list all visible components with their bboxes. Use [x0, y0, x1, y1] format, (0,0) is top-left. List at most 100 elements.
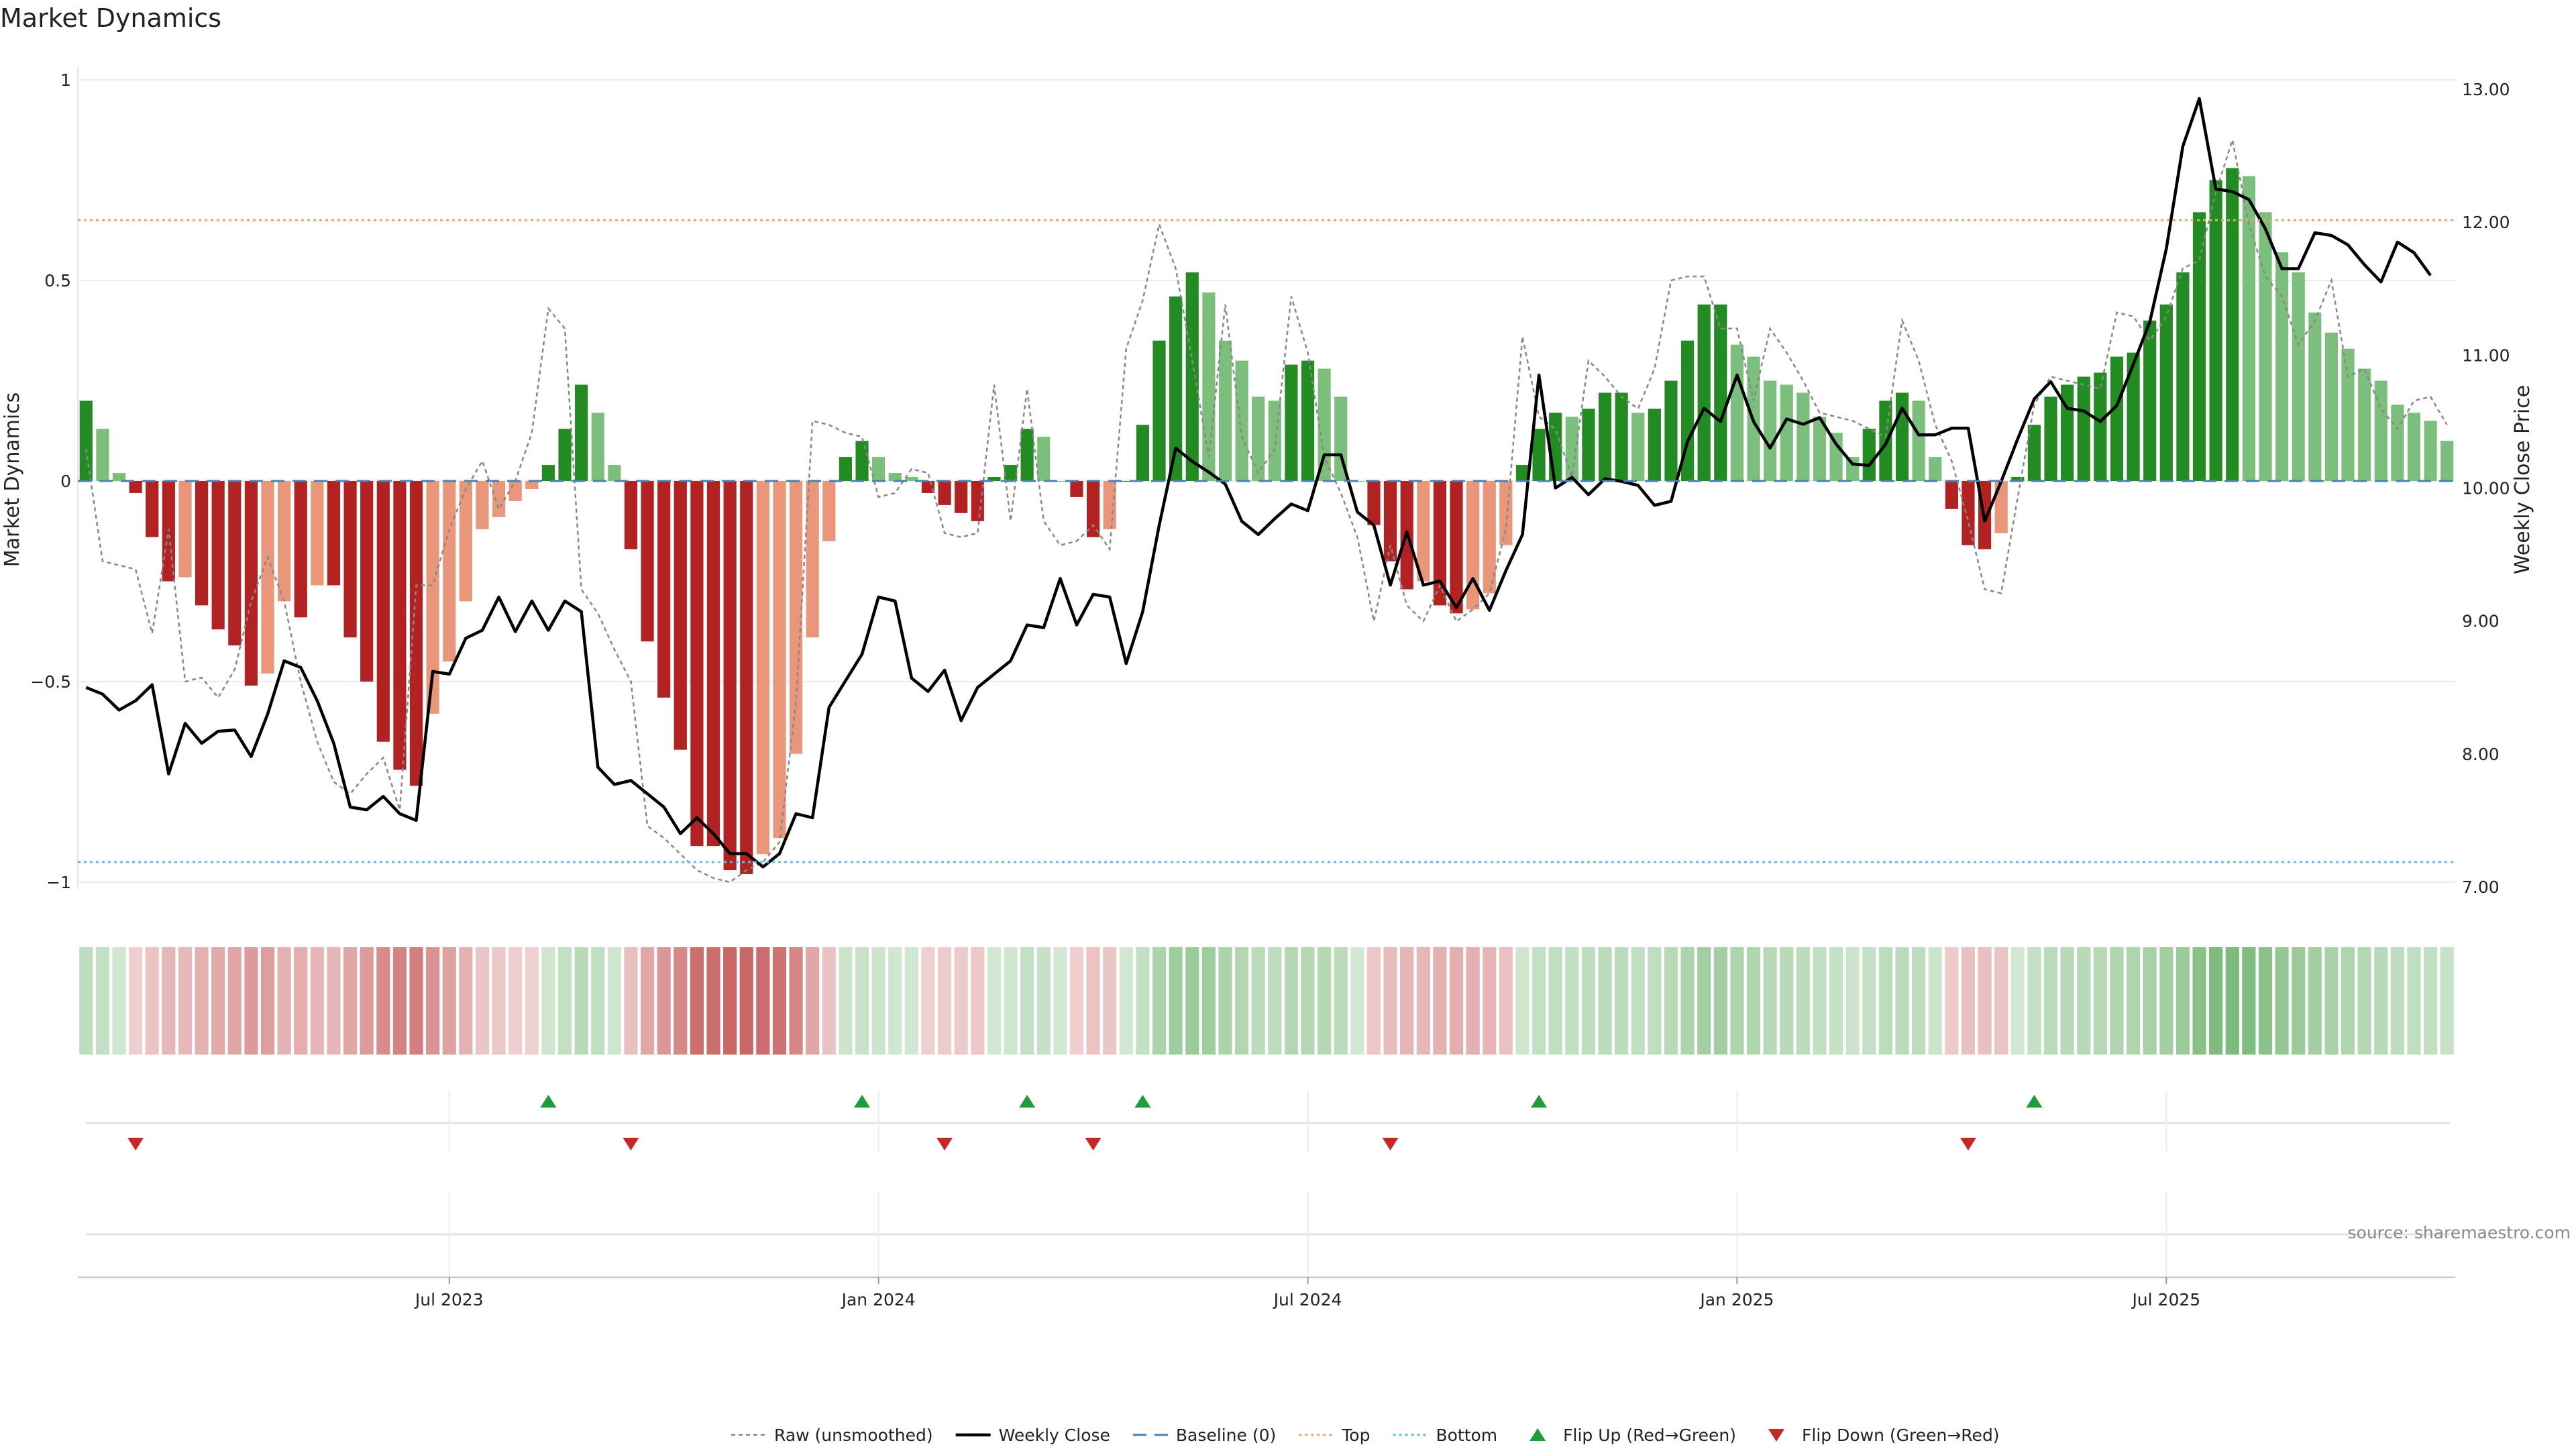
bar — [1680, 340, 1695, 481]
flip-up-marker — [854, 1095, 871, 1108]
bar — [1086, 481, 1100, 537]
bar — [129, 481, 142, 493]
bar — [987, 477, 1001, 481]
heat-cell — [277, 947, 291, 1055]
heat-cell — [1201, 947, 1216, 1055]
heat-cell — [2143, 947, 2157, 1055]
bar — [1631, 413, 1645, 481]
legend-label: Raw (unsmoothed) — [774, 1426, 933, 1445]
bar — [1895, 392, 1909, 481]
heat-cell — [1086, 947, 1100, 1055]
bar — [1796, 392, 1810, 481]
legend-item: Raw (unsmoothed) — [731, 1426, 933, 1445]
heat-cell — [2077, 947, 2091, 1055]
heat-cell — [1483, 947, 1497, 1055]
heat-cell — [1697, 947, 1711, 1055]
heat-cell — [1284, 947, 1299, 1055]
heat-cell — [2357, 947, 2371, 1055]
y-right-tick-label: 12.00 — [2462, 213, 2510, 232]
flip-down-marker — [623, 1138, 639, 1150]
heat-cell — [1664, 947, 1678, 1055]
heat-cell — [1103, 947, 1117, 1055]
y-left-tick-label: −1 — [46, 873, 71, 892]
heat-cell — [1796, 947, 1810, 1055]
chart-title-group: Market Dynamics — [0, 3, 221, 33]
heat-cell — [888, 947, 902, 1055]
bar — [1697, 304, 1711, 481]
bar — [1169, 296, 1183, 481]
bar — [195, 481, 209, 606]
heat-cell — [591, 947, 605, 1055]
bar — [839, 457, 853, 481]
heat-cell — [327, 947, 341, 1055]
heat-cell — [954, 947, 968, 1055]
bar — [1235, 360, 1248, 481]
heat-cell — [987, 947, 1002, 1055]
heat-cell — [871, 947, 885, 1055]
heat-cell — [442, 947, 456, 1055]
heat-cell — [855, 947, 869, 1055]
bar — [905, 477, 918, 481]
bar — [2011, 477, 2025, 481]
heat-cell — [1020, 947, 1034, 1055]
heat-cell — [1416, 947, 1430, 1055]
bar — [178, 481, 192, 578]
bar — [2077, 376, 2090, 481]
bar — [2308, 312, 2322, 481]
heat-cell — [376, 947, 390, 1055]
heat-cell — [2423, 947, 2438, 1055]
bar — [2358, 368, 2371, 481]
bar — [278, 481, 291, 602]
bar — [1070, 481, 1083, 497]
heat-cell — [1119, 947, 1133, 1055]
bar — [1136, 425, 1150, 481]
bar — [971, 481, 984, 521]
y-right-axis: 13.00 12.00 11.00 10.00 9.00 8.00 7.00 — [2462, 80, 2510, 897]
flip-up-marker — [1019, 1095, 1036, 1108]
heat-cell — [1268, 947, 1282, 1055]
heat-cell — [1169, 947, 1183, 1055]
bar — [327, 481, 341, 586]
y-right-tick-label: 8.00 — [2462, 745, 2500, 764]
heat-cell — [1862, 947, 1876, 1055]
heat-cell — [1152, 947, 1167, 1055]
heat-cell — [2308, 947, 2322, 1055]
x-tick-label: Jan 2024 — [841, 1290, 916, 1309]
heat-cell — [1466, 947, 1480, 1055]
bar — [1450, 481, 1463, 614]
heat-cell — [1136, 947, 1150, 1055]
bar — [376, 481, 390, 742]
legend-item: Flip Up (Red→Green) — [1529, 1426, 1736, 1445]
heat-cell — [2440, 947, 2454, 1055]
heat-cell — [690, 947, 704, 1055]
heat-cell — [1730, 947, 1744, 1055]
heat-cell — [1598, 947, 1612, 1055]
bar — [1285, 364, 1298, 481]
heat-cell — [1350, 947, 1364, 1055]
heat-cell — [2407, 947, 2421, 1055]
heat-cell — [1813, 947, 1827, 1055]
bar — [2275, 252, 2289, 481]
bar — [1417, 481, 1430, 582]
heat-cell — [806, 947, 820, 1055]
bar — [657, 481, 671, 698]
heat-cell — [1845, 947, 1860, 1055]
heat-cell — [1366, 947, 1381, 1055]
bar — [343, 481, 357, 638]
bar — [2127, 352, 2140, 481]
heat-cell — [1895, 947, 1909, 1055]
heat-cell — [2324, 947, 2339, 1055]
heat-cell — [227, 947, 241, 1055]
flip-down-marker — [127, 1138, 144, 1150]
heat-cell — [723, 947, 737, 1055]
bar — [575, 384, 588, 481]
x-tick-label: Jul 2023 — [414, 1290, 484, 1309]
bar — [2094, 372, 2107, 481]
bar — [1367, 481, 1381, 525]
legend-label: Flip Up (Red→Green) — [1563, 1426, 1736, 1445]
heat-cell — [2110, 947, 2124, 1055]
bar — [2226, 168, 2239, 481]
bar — [872, 457, 885, 481]
heat-cell — [1383, 947, 1397, 1055]
heat-cell — [2390, 947, 2404, 1055]
